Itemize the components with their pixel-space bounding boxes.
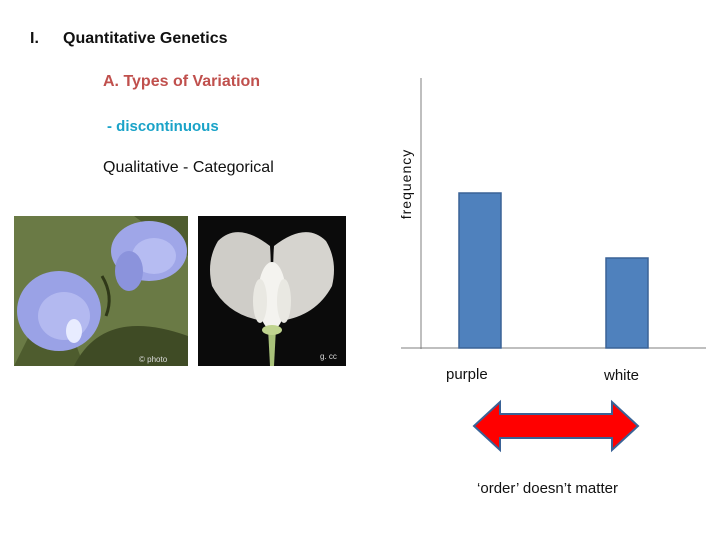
bullet-discontinuous: - discontinuous xyxy=(107,118,219,135)
description-text: Qualitative - Categorical xyxy=(103,159,274,176)
purple-flower-illustration: © photo xyxy=(14,216,188,366)
svg-text:© photo: © photo xyxy=(139,355,168,364)
bar-purple xyxy=(458,192,502,349)
white-flower-photo: g. cc xyxy=(198,216,346,366)
double-arrow-icon xyxy=(472,399,640,453)
white-flower-illustration xyxy=(198,216,346,366)
y-axis-label: frequency xyxy=(398,148,414,220)
slide-numeral: I. xyxy=(30,30,39,47)
purple-flower-photo: © photo xyxy=(14,216,188,366)
bar-white xyxy=(605,257,649,349)
slide-title: Quantitative Genetics xyxy=(63,30,228,47)
order-note: ‘order’ doesn’t matter xyxy=(477,480,618,497)
photo-credit: g. cc xyxy=(320,352,337,361)
category-label-white: white xyxy=(604,367,640,384)
category-label-purple: purple xyxy=(446,366,488,383)
double-arrow-shape xyxy=(472,399,640,453)
slide-subtitle: A. Types of Variation xyxy=(103,73,261,90)
